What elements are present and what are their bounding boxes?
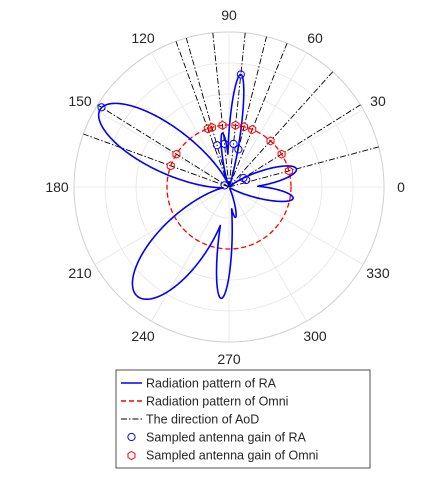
ra-sample-marker [242,175,251,185]
angular-grid-line [228,186,307,322]
omni-sample-marker [266,136,275,146]
legend-omni-pattern-label: Radiation pattern of Omni [146,395,288,409]
aod-direction-line [185,37,230,188]
angle-tick-label: 210 [68,265,92,281]
ra-sample-marker [220,181,229,190]
legend-ra-samples-marker [127,432,136,442]
angular-grid-line [228,52,307,188]
ra-sample-marker [239,173,248,183]
legend-aod-label: The direction of AoD [146,413,259,427]
legend-omni-samples-marker [127,450,136,461]
ra-sample-marker [97,103,106,112]
angle-tick-label: 240 [131,328,155,344]
angle-tick-label: 270 [217,351,241,367]
ra-sample-marker [236,70,245,79]
ra-sample-marker [229,139,238,148]
omni-sample-marker [172,149,181,159]
ra-sample-marker [212,141,222,150]
omni-sample-marker [284,166,293,176]
aod-direction-line [83,133,230,188]
omni-sample-marker [277,149,286,159]
angle-tick-label: 330 [366,265,390,281]
angular-grid-line [228,186,364,265]
angular-grid-line [94,109,230,188]
angular-grid-line [94,186,230,265]
legend: Radiation pattern of RA Radiation patter… [115,369,371,469]
legend-ra-samples-label: Sampled antenna gain of RA [146,431,306,445]
aod-direction-line [97,104,230,188]
ra-pattern [97,73,298,301]
angle-tick-label: 60 [307,30,323,46]
ra-sample-marker [234,145,243,154]
angle-tick-label: 150 [68,93,92,109]
angular-grid-line [151,186,230,322]
aod-direction-line [228,104,361,188]
legend-box [115,369,371,469]
legend-omni-samples-label: Sampled antenna gain of Omni [146,449,318,463]
aod-direction-line [228,146,379,188]
angle-tick-label: 300 [303,328,327,344]
angle-tick-label: 30 [370,93,386,109]
aod-direction-line [228,32,246,188]
aod-direction-line [212,32,230,188]
omni-sample-marker [203,124,212,134]
legend-ra-pattern-label: Radiation pattern of RA [146,377,277,391]
omni-sample-marker [166,161,175,171]
polar-grid [73,31,385,343]
ra-pattern-curve [97,73,298,301]
omni-sample-marker [248,124,257,135]
aod-direction-line [228,71,334,188]
omni-sample-marker [240,122,248,132]
angle-tick-labels: 0 30 60 90 120 150 180 210 240 270 300 330 [45,7,405,367]
angle-tick-label: 0 [397,179,405,195]
angle-tick-label: 120 [131,30,155,46]
angle-tick-label: 180 [45,179,69,195]
aod-direction-lines [83,32,379,188]
angle-tick-label: 90 [221,7,237,23]
aod-direction-line [228,43,288,188]
sample-markers [97,70,293,190]
omni-sample-marker [218,120,227,130]
omni-sample-marker [231,120,240,130]
aod-direction-line [175,41,230,188]
